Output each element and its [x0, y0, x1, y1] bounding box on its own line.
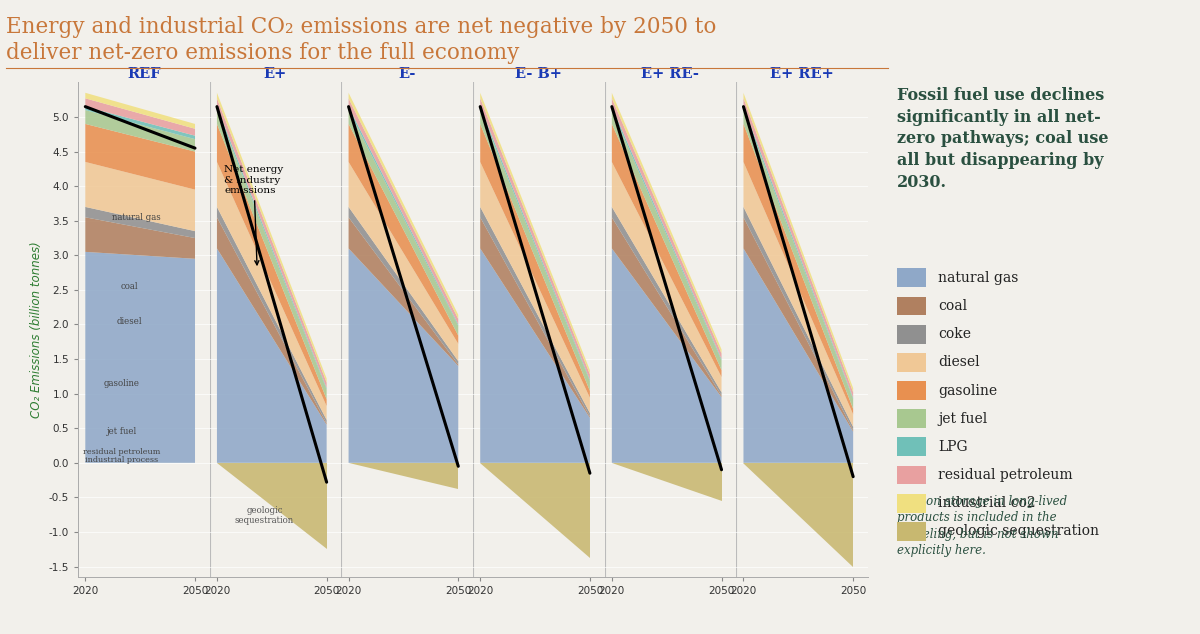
Text: gasoline: gasoline — [938, 384, 997, 398]
Polygon shape — [480, 463, 590, 559]
FancyBboxPatch shape — [896, 297, 926, 315]
Title: E+ RE+: E+ RE+ — [770, 67, 834, 81]
Polygon shape — [217, 124, 326, 406]
Polygon shape — [612, 93, 721, 354]
Text: diesel: diesel — [938, 355, 980, 370]
FancyBboxPatch shape — [896, 381, 926, 400]
Title: E+ RE-: E+ RE- — [642, 67, 700, 81]
Text: Carbon storage in long-lived
products is included in the
modeling, but is not sh: Carbon storage in long-lived products is… — [896, 495, 1067, 557]
Polygon shape — [85, 124, 196, 190]
Polygon shape — [744, 207, 853, 430]
Polygon shape — [85, 162, 196, 231]
Polygon shape — [480, 207, 590, 417]
Polygon shape — [348, 98, 458, 325]
Polygon shape — [480, 107, 590, 381]
Polygon shape — [85, 107, 196, 139]
Polygon shape — [348, 249, 458, 463]
Polygon shape — [480, 249, 590, 463]
Text: natural gas: natural gas — [112, 213, 161, 222]
Text: coal: coal — [938, 299, 967, 313]
Polygon shape — [480, 162, 590, 413]
Polygon shape — [612, 107, 721, 361]
Text: industrial process: industrial process — [85, 456, 158, 464]
Polygon shape — [612, 463, 721, 501]
FancyBboxPatch shape — [896, 494, 926, 513]
Polygon shape — [348, 110, 458, 335]
FancyBboxPatch shape — [896, 268, 926, 287]
Text: geologic sequestration: geologic sequestration — [938, 524, 1099, 538]
Text: gasoline: gasoline — [104, 378, 140, 388]
Text: coal: coal — [120, 282, 138, 291]
Polygon shape — [85, 252, 196, 463]
Polygon shape — [217, 463, 326, 549]
Text: residual petroleum: residual petroleum — [83, 448, 161, 456]
Polygon shape — [480, 124, 590, 398]
Title: REF: REF — [127, 67, 161, 81]
Y-axis label: CO₂ Emissions (billion tonnes): CO₂ Emissions (billion tonnes) — [30, 242, 43, 418]
Polygon shape — [217, 249, 326, 463]
Polygon shape — [85, 217, 196, 259]
Text: industrial co2: industrial co2 — [938, 496, 1036, 510]
Polygon shape — [348, 124, 458, 344]
Text: coke: coke — [938, 327, 972, 341]
Polygon shape — [480, 98, 590, 380]
FancyBboxPatch shape — [896, 522, 926, 541]
Polygon shape — [480, 93, 590, 374]
Polygon shape — [744, 98, 853, 398]
Polygon shape — [217, 207, 326, 424]
Polygon shape — [744, 162, 853, 427]
Polygon shape — [744, 217, 853, 432]
Polygon shape — [217, 110, 326, 399]
Polygon shape — [744, 463, 853, 567]
Polygon shape — [217, 93, 326, 382]
Polygon shape — [744, 107, 853, 399]
Polygon shape — [744, 110, 853, 409]
FancyBboxPatch shape — [896, 465, 926, 484]
Polygon shape — [744, 249, 853, 463]
Text: LPG: LPG — [938, 440, 968, 454]
Title: E-: E- — [398, 67, 415, 81]
Polygon shape — [480, 217, 590, 418]
Polygon shape — [85, 98, 196, 136]
Text: jet fuel: jet fuel — [938, 411, 988, 425]
Text: Energy and industrial CO₂ emissions are net negative by 2050 to
deliver net-zero: Energy and industrial CO₂ emissions are … — [6, 16, 716, 64]
Polygon shape — [85, 93, 196, 129]
Polygon shape — [744, 124, 853, 415]
Polygon shape — [612, 217, 721, 397]
FancyBboxPatch shape — [896, 353, 926, 372]
Text: Net energy
& industry
emissions: Net energy & industry emissions — [224, 165, 283, 265]
Text: natural gas: natural gas — [938, 271, 1019, 285]
Polygon shape — [744, 93, 853, 392]
FancyBboxPatch shape — [896, 325, 926, 344]
Polygon shape — [217, 107, 326, 389]
Polygon shape — [348, 463, 458, 489]
Text: jet fuel: jet fuel — [107, 427, 137, 436]
Title: E+: E+ — [264, 67, 287, 81]
Polygon shape — [612, 110, 721, 370]
Polygon shape — [85, 207, 196, 238]
Text: geologic
sequestration: geologic sequestration — [235, 506, 294, 525]
Polygon shape — [85, 110, 196, 152]
Title: E- B+: E- B+ — [515, 67, 562, 81]
Polygon shape — [217, 98, 326, 388]
Polygon shape — [217, 217, 326, 425]
Polygon shape — [612, 249, 721, 463]
Polygon shape — [612, 98, 721, 359]
Polygon shape — [348, 217, 458, 366]
Polygon shape — [348, 162, 458, 361]
Polygon shape — [348, 107, 458, 326]
FancyBboxPatch shape — [896, 437, 926, 456]
Polygon shape — [217, 162, 326, 420]
Text: Fossil fuel use declines
significantly in all net-
zero pathways; coal use
all b: Fossil fuel use declines significantly i… — [896, 87, 1108, 191]
Polygon shape — [480, 110, 590, 391]
Text: residual petroleum: residual petroleum — [938, 468, 1073, 482]
Polygon shape — [612, 162, 721, 392]
Text: diesel: diesel — [116, 316, 142, 325]
Polygon shape — [612, 207, 721, 396]
Polygon shape — [612, 124, 721, 377]
FancyBboxPatch shape — [896, 410, 926, 428]
Polygon shape — [348, 207, 458, 365]
Polygon shape — [348, 93, 458, 319]
